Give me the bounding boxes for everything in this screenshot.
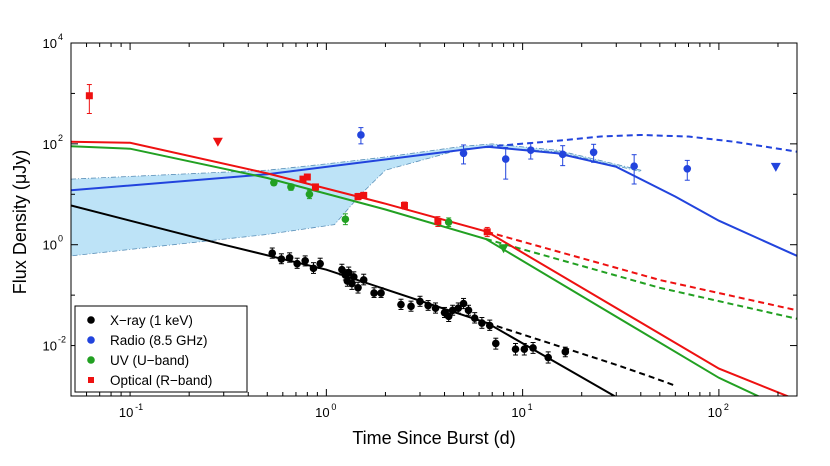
model-line-4: [71, 145, 761, 396]
data-point-1-5: [589, 148, 598, 157]
x-tick-exponent: 2: [724, 402, 729, 412]
data-point-0-3: [293, 259, 301, 268]
data-point-2-0: [270, 178, 278, 187]
model-line-7: [486, 230, 797, 312]
data-point-3-4: [354, 193, 362, 201]
data-point-1-3: [526, 146, 535, 154]
data-point-0-16: [377, 289, 385, 297]
x-tick-exponent: 1: [528, 402, 533, 412]
upper-limit-3-0: [212, 137, 223, 147]
data-point-0-27: [464, 306, 473, 315]
legend: X−ray (1 keV) Radio (8.5 GHz) UV (U−band) O…: [74, 305, 248, 393]
x-tick-label: 10: [315, 405, 329, 420]
data-point-0-34: [529, 344, 537, 352]
legend-label-0: X−ray (1 keV): [110, 313, 193, 328]
data-point-0-2: [285, 254, 294, 262]
data-point-0-21: [431, 304, 440, 313]
y-tick-label: 10: [43, 238, 57, 253]
data-point-3-8: [483, 228, 491, 236]
y-tick-exponent: 2: [58, 133, 63, 143]
data-point-0-7: [338, 265, 346, 274]
data-point-2-2: [305, 190, 314, 199]
data-point-1-1: [459, 149, 468, 158]
data-point-0-4: [301, 256, 309, 265]
model-line-1: [486, 322, 676, 387]
data-point-0-12: [350, 273, 358, 281]
data-point-0-26: [459, 299, 468, 308]
legend-marker-1: [87, 336, 95, 344]
y-tick-exponent: -2: [58, 335, 66, 345]
y-tick-exponent: 4: [58, 32, 63, 42]
legend-label-2: UV (U−band): [110, 353, 189, 368]
data-point-0-25: [454, 304, 463, 313]
axis-ticks: 10 -1 10 0 10 1 10 210 -210 010 210 4: [43, 32, 797, 420]
model-line-2: [71, 145, 797, 257]
data-point-0-28: [470, 314, 479, 322]
data-point-0-1: [277, 255, 286, 263]
x-tick-exponent: 0: [331, 402, 336, 412]
legend-marker-0: [87, 316, 95, 324]
y-tick-exponent: 0: [58, 234, 63, 244]
y-tick-label: 10: [43, 137, 57, 152]
data-point-1-2: [501, 155, 510, 163]
x-tick-exponent: -1: [135, 402, 143, 412]
data-point-3-6: [400, 201, 408, 209]
model-line-6: [71, 140, 790, 396]
model-line-3: [487, 133, 797, 153]
x-tick-label: 10: [119, 405, 133, 420]
data-point-0-30: [485, 321, 494, 330]
y-tick-label: 10: [43, 36, 57, 51]
x-tick-label: 10: [708, 405, 722, 420]
upper-limit-1-0: [770, 162, 781, 172]
data-point-0-17: [397, 300, 405, 309]
model-curves: [71, 133, 797, 396]
data-point-0-23: [444, 312, 453, 321]
data-point-3-5: [360, 191, 368, 199]
data-point-1-7: [683, 165, 692, 173]
data-point-0-5: [309, 264, 318, 273]
model-line-5: [485, 238, 797, 320]
data-point-0-18: [407, 302, 415, 311]
data-point-0-13: [354, 283, 362, 292]
legend-box: [74, 305, 248, 393]
data-points: [85, 84, 781, 364]
data-point-2-4: [444, 218, 453, 226]
y-axis-label: Flux Density (μJy): [10, 150, 30, 294]
data-point-0-36: [561, 348, 570, 356]
data-point-1-0: [357, 131, 365, 139]
plot-frame: [70, 42, 798, 397]
upper-limit-2-0: [498, 244, 509, 254]
data-point-0-0: [268, 249, 277, 257]
legend-marker-3: [88, 377, 94, 383]
data-point-0-20: [424, 301, 432, 310]
data-point-1-4: [558, 150, 567, 159]
data-point-3-7: [434, 217, 442, 225]
data-point-0-32: [511, 345, 520, 353]
data-point-0-35: [544, 353, 553, 362]
data-point-3-3: [311, 183, 319, 191]
legend-label-1: Radio (8.5 GHz): [110, 333, 208, 348]
data-point-0-6: [316, 259, 324, 268]
y-tick-label: 10: [43, 339, 57, 354]
legend-marker-2: [87, 356, 95, 364]
legend-label-3: Optical (R−band): [110, 373, 212, 388]
data-point-3-0: [85, 92, 93, 100]
data-point-0-14: [359, 276, 368, 284]
x-tick-label: 10: [511, 405, 525, 420]
data-point-0-19: [416, 297, 424, 306]
x-axis-label: Time Since Burst (d): [352, 428, 515, 448]
data-point-2-3: [341, 215, 350, 224]
data-point-3-1: [299, 175, 307, 183]
data-point-1-6: [630, 162, 638, 171]
data-point-0-29: [478, 319, 486, 327]
data-point-0-33: [520, 345, 529, 353]
data-point-0-10: [344, 268, 353, 277]
data-point-0-15: [370, 289, 378, 297]
data-point-2-1: [287, 183, 295, 191]
data-point-0-31: [491, 339, 500, 348]
data-point-3-2: [303, 173, 311, 181]
